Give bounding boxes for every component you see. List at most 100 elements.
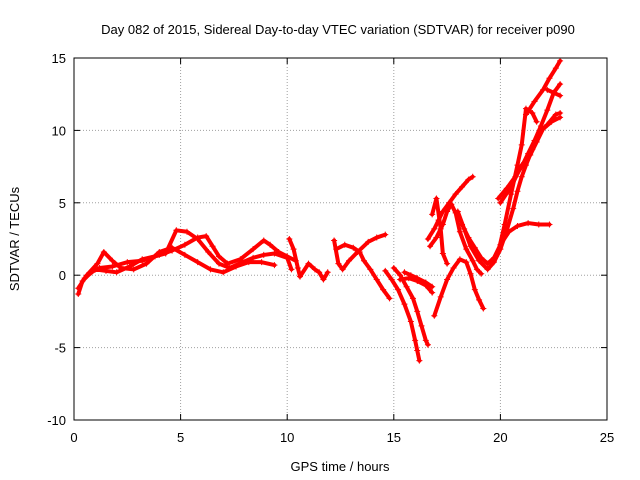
x-tick-label: 5 (177, 430, 184, 445)
data-point-marker (267, 241, 274, 248)
data-point-marker (422, 337, 429, 344)
data-point-marker (365, 238, 372, 245)
data-point-marker (260, 237, 267, 244)
data-point-marker (203, 233, 210, 240)
y-tick-label: -10 (47, 413, 66, 428)
data-point-marker (130, 266, 137, 273)
data-point-marker (418, 322, 425, 329)
series-4 (286, 236, 331, 283)
data-point-marker (469, 257, 476, 264)
series-2 (81, 227, 295, 282)
data-point-marker (382, 231, 389, 238)
series-trace (287, 237, 330, 282)
data-point-marker (456, 228, 463, 235)
data-point-marker (341, 241, 348, 248)
data-point-marker (525, 150, 532, 157)
data-point-marker (471, 286, 478, 293)
data-point-marker (333, 246, 340, 253)
data-point-marker (220, 269, 227, 276)
data-point-marker (271, 250, 278, 257)
data-point-marker (484, 260, 491, 267)
data-point-marker (260, 251, 267, 258)
data-point-marker (335, 260, 342, 267)
chart-title: Day 082 of 2015, Sidereal Day-to-day VTE… (101, 22, 575, 37)
data-point-marker (94, 260, 101, 267)
data-point-marker (117, 264, 124, 271)
data-point-marker (433, 234, 440, 241)
data-point-marker (437, 293, 444, 300)
data-point-marker (143, 260, 150, 267)
data-point-marker (156, 249, 163, 256)
series-7 (390, 264, 431, 348)
series-trace (334, 242, 392, 301)
data-point-marker (294, 264, 301, 271)
data-point-marker (233, 263, 240, 270)
data-point-marker (531, 137, 538, 144)
data-point-marker (431, 312, 438, 319)
data-point-marker (414, 308, 421, 315)
data-point-marker (557, 81, 564, 88)
data-point-marker (386, 295, 393, 302)
data-point-marker (397, 276, 404, 283)
x-tick-label: 15 (387, 430, 401, 445)
series-trace (523, 58, 563, 117)
data-point-marker (501, 221, 508, 228)
data-point-marker (181, 251, 188, 258)
series-10 (401, 269, 436, 290)
data-point-marker (452, 191, 459, 198)
data-point-marker (473, 266, 480, 273)
data-point-marker (284, 254, 291, 261)
data-point-marker (409, 295, 416, 302)
series-21 (544, 86, 564, 99)
data-point-marker (388, 276, 395, 283)
data-point-marker (535, 221, 542, 228)
series-trace (383, 268, 422, 363)
data-point-marker (271, 262, 278, 269)
data-point-marker (407, 318, 414, 325)
series-trace (496, 82, 563, 201)
series-8 (382, 267, 423, 364)
data-point-marker (324, 269, 331, 276)
data-point-marker (181, 241, 188, 248)
data-point-marker (296, 273, 303, 280)
data-point-marker (512, 173, 519, 180)
data-point-marker (557, 114, 564, 121)
data-point-marker (209, 243, 216, 250)
data-point-marker (207, 266, 214, 273)
y-tick-label: 10 (52, 123, 66, 138)
data-point-marker (495, 195, 502, 202)
data-point-marker (439, 250, 446, 257)
data-point-marker (437, 225, 444, 232)
y-tick-label: 0 (59, 268, 66, 283)
data-point-marker (139, 256, 146, 263)
data-point-marker (459, 221, 466, 228)
data-point-marker (316, 269, 323, 276)
data-point-marker (518, 163, 525, 170)
data-point-marker (546, 221, 553, 228)
axis-ticks: 0 5 10 15 20 25 -10 -5 0 5 10 15 (47, 51, 614, 445)
data-point-marker (480, 305, 487, 312)
data-point-marker (414, 275, 421, 282)
series-trace (82, 228, 294, 281)
data-point-marker (505, 228, 512, 235)
data-point-marker (401, 301, 408, 308)
data-point-marker (407, 272, 414, 279)
data-point-marker (75, 291, 82, 298)
data-point-marker (403, 283, 410, 290)
y-tick-label: 15 (52, 51, 66, 66)
data-point-marker (109, 257, 116, 264)
data-point-marker (463, 246, 470, 253)
data-point-marker (533, 118, 540, 125)
y-tick-label: -5 (54, 341, 66, 356)
data-point-marker (373, 234, 380, 241)
series-trace (76, 234, 298, 297)
data-point-marker (469, 173, 476, 180)
data-point-marker (478, 254, 485, 261)
data-point-marker (550, 89, 557, 96)
data-point-marker (544, 86, 551, 93)
data-point-marker (367, 266, 374, 273)
data-point-marker (205, 249, 212, 256)
data-point-marker (311, 266, 318, 273)
data-series (75, 57, 564, 364)
series-trace (332, 232, 388, 272)
